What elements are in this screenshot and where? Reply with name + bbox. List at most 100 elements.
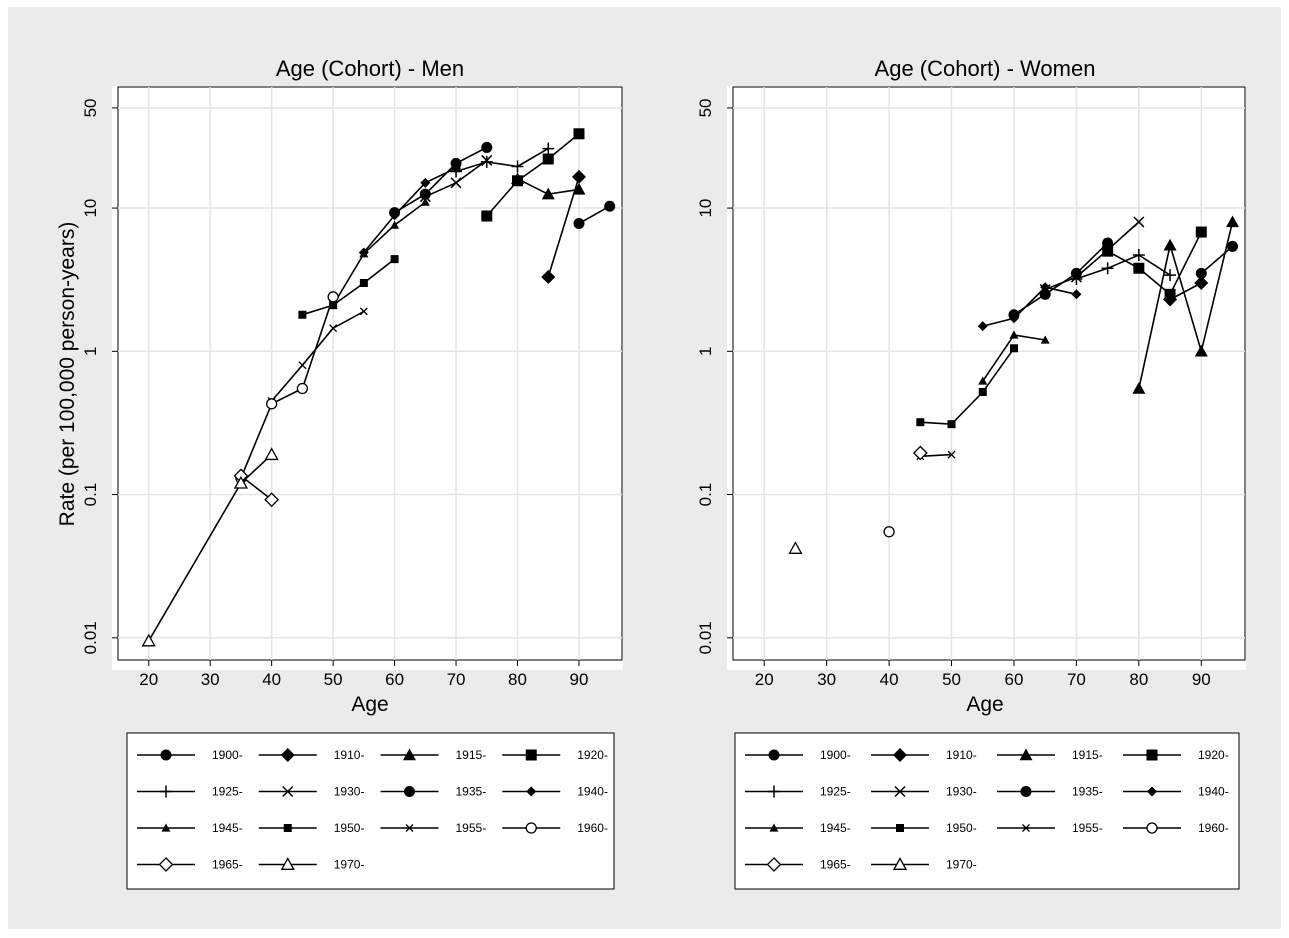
legend-marker	[158, 857, 174, 872]
legend-marker	[768, 749, 780, 761]
series-1920	[481, 128, 585, 222]
grid-women	[733, 87, 1245, 660]
legend-label: 1945-	[212, 821, 243, 835]
ticks-women: 0.01 0.1 1 10 50 20 30 40 50 60 70 80 90	[696, 98, 1211, 689]
data-point	[1008, 313, 1019, 324]
legend-marker	[893, 748, 907, 762]
legend-marker	[769, 823, 779, 832]
legend-item: 1955-	[380, 821, 487, 835]
legend-label: 1915-	[456, 748, 487, 762]
data-point	[419, 188, 431, 200]
data-point	[1040, 335, 1050, 344]
legend-marker	[283, 824, 292, 832]
series-1940	[977, 282, 1082, 332]
series-line	[1107, 231, 1203, 296]
y-tick-label: 10	[81, 199, 100, 218]
series-line	[982, 286, 1077, 327]
x-tick-label: 60	[385, 670, 404, 689]
series-line	[240, 475, 273, 501]
series-women	[788, 215, 1240, 554]
data-point	[541, 187, 555, 200]
data-point	[1132, 382, 1146, 394]
x-tick-label: 20	[755, 670, 774, 689]
legend-label: 1965-	[212, 858, 243, 872]
legend-item: 1950-	[258, 821, 364, 835]
series-1915	[1132, 215, 1240, 394]
legend-label: 1950-	[946, 821, 977, 835]
data-point	[916, 418, 925, 427]
series-1920	[1102, 226, 1207, 300]
legend-label: 1945-	[820, 821, 851, 835]
legend-marker	[894, 785, 906, 798]
legend-label: 1920-	[1198, 748, 1229, 762]
data-point	[451, 163, 462, 174]
legend-label: 1970-	[334, 858, 365, 872]
data-point	[233, 475, 249, 489]
data-point	[512, 175, 524, 187]
y-tick-label: 0.1	[696, 483, 715, 507]
legend-box	[126, 732, 615, 890]
x-tick-label: 40	[262, 670, 281, 689]
legend-label: 1925-	[212, 785, 243, 799]
x-tick-label: 20	[139, 670, 158, 689]
legend-marker	[404, 786, 415, 797]
data-point	[1164, 269, 1177, 282]
data-point	[1009, 330, 1019, 339]
legend-item: 1940-	[1123, 785, 1229, 799]
legend-marker	[768, 785, 780, 798]
data-point	[571, 169, 586, 184]
data-point	[1102, 245, 1114, 257]
series-1950	[916, 344, 1018, 429]
legend-marker	[403, 748, 416, 761]
data-point	[573, 128, 585, 140]
legend-item: 1915-	[997, 748, 1103, 762]
data-point	[912, 445, 928, 461]
ticks-men: 0.01 0.1 1 10 50 20 30 40 50 60 70 80 90	[81, 98, 588, 689]
data-point	[327, 291, 339, 303]
legend-item: 1910-	[871, 748, 977, 762]
legend-item: 1950-	[871, 821, 977, 835]
x-tick-label: 50	[324, 670, 343, 689]
y-tick-label: 1	[81, 347, 100, 356]
data-point	[359, 278, 368, 287]
series-line	[271, 310, 365, 402]
data-point	[883, 526, 895, 538]
data-point	[1071, 289, 1082, 300]
data-point	[1040, 282, 1051, 293]
chart-men: 0.01 0.1 1 10 50 20 30 40 50 60 70 80 90 Age (Cohort…	[56, 56, 623, 890]
legend-label: 1970-	[946, 858, 977, 872]
grid-men	[118, 87, 622, 660]
y-tick-label: 1	[696, 347, 715, 356]
legend-label: 1955-	[456, 821, 487, 835]
data-point	[1195, 226, 1207, 238]
chart-title-women: Age (Cohort) - Women	[875, 56, 1096, 81]
legend-marker	[892, 857, 908, 870]
legend-label: 1960-	[577, 821, 608, 835]
data-point	[1226, 215, 1240, 228]
data-point	[978, 376, 988, 385]
legend-item: 1965-	[137, 857, 243, 872]
y-tick-label: 50	[81, 98, 100, 117]
legend-label: 1965-	[820, 858, 851, 872]
y-tick-label: 0.01	[81, 621, 100, 654]
legend-item: 1930-	[258, 785, 364, 799]
legend-marker	[526, 786, 537, 797]
legend-item: 1925-	[137, 785, 243, 799]
data-point	[329, 301, 338, 310]
x-tick-label: 60	[1005, 670, 1024, 689]
data-point	[978, 387, 987, 396]
series-line	[920, 347, 1015, 426]
plot-area-men	[117, 86, 623, 661]
legend-item: 1915-	[380, 748, 487, 762]
legend-marker	[525, 749, 537, 761]
series-line	[302, 258, 396, 316]
data-point	[390, 220, 400, 229]
legend-item: 1900-	[137, 748, 243, 762]
legend-item: 1920-	[502, 748, 608, 762]
data-point	[1070, 267, 1082, 279]
legend-item: 1945-	[137, 821, 243, 835]
series-1965	[912, 445, 928, 461]
data-point	[359, 307, 368, 316]
legend-label: 1930-	[946, 785, 977, 799]
